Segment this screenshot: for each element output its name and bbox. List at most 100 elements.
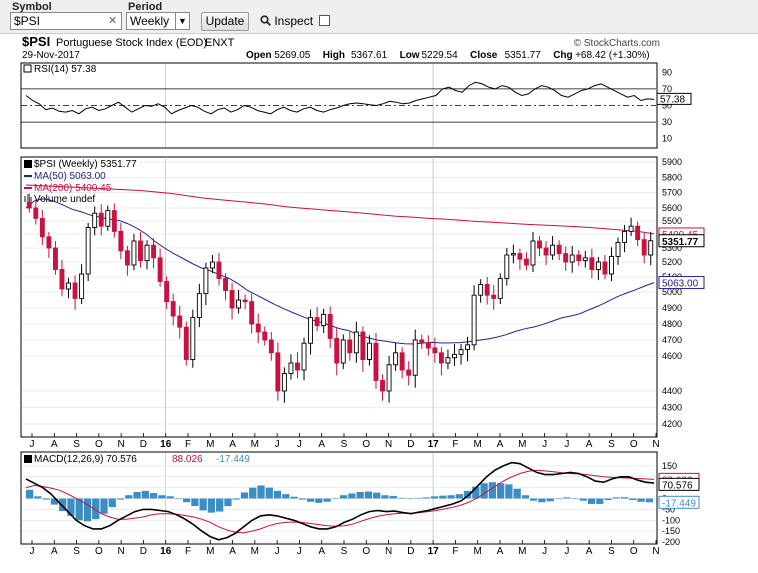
candle-body bbox=[203, 267, 209, 295]
candle bbox=[249, 293, 255, 334]
x-tick-label: M bbox=[251, 546, 259, 557]
macd-value-tags: 88.02670.576-17.449 bbox=[658, 472, 700, 509]
candle bbox=[360, 326, 366, 372]
ohlc-label: Close bbox=[470, 50, 498, 61]
candle bbox=[628, 217, 634, 237]
candle bbox=[582, 250, 588, 268]
candle bbox=[438, 347, 444, 376]
candle-body bbox=[347, 339, 353, 354]
candle bbox=[366, 335, 372, 366]
candle bbox=[465, 336, 471, 362]
x-tick-label: J bbox=[275, 439, 280, 450]
price-tick-label: 4800 bbox=[662, 319, 682, 329]
candle bbox=[537, 236, 542, 257]
candle-body bbox=[589, 257, 595, 270]
candle-body bbox=[295, 362, 300, 371]
candle-body bbox=[569, 254, 575, 263]
macd-hist-bar bbox=[356, 491, 364, 499]
x-tick-label: A bbox=[318, 439, 325, 450]
x-tick-label: N bbox=[118, 439, 125, 450]
x-tick-label: 16 bbox=[160, 546, 172, 557]
candle bbox=[432, 337, 438, 363]
candle-body bbox=[301, 342, 307, 371]
candle bbox=[373, 332, 379, 389]
candle bbox=[196, 283, 202, 328]
chevron-down-icon[interactable]: ▼ bbox=[175, 13, 189, 29]
candle-body bbox=[360, 331, 366, 360]
candle bbox=[229, 283, 235, 320]
macd-histogram bbox=[26, 482, 653, 522]
candle bbox=[124, 245, 130, 276]
candle bbox=[412, 329, 418, 388]
candle bbox=[510, 244, 516, 264]
x-tick-label: A bbox=[229, 546, 236, 557]
candle bbox=[419, 334, 425, 349]
macd-hist-bar bbox=[199, 498, 207, 511]
rsi-legend-swatch bbox=[23, 64, 32, 73]
macd-hist-bar bbox=[191, 498, 199, 507]
candle bbox=[111, 203, 117, 238]
candle bbox=[72, 275, 78, 310]
macd-hist-bar bbox=[348, 493, 356, 499]
candle-body bbox=[170, 301, 176, 317]
macd-hist-bar bbox=[505, 484, 513, 499]
candle bbox=[39, 209, 45, 246]
rsi-tick-label: 90 bbox=[662, 67, 672, 77]
x-tick-label: O bbox=[362, 546, 370, 557]
candle bbox=[635, 221, 641, 247]
candle bbox=[203, 262, 209, 305]
macd-hist-bar bbox=[447, 495, 455, 499]
candle-body bbox=[151, 244, 157, 259]
candle-body bbox=[582, 257, 588, 262]
clear-symbol-icon[interactable]: ✕ bbox=[108, 15, 118, 27]
period-select[interactable]: Weekly ▼ bbox=[126, 12, 190, 30]
candle-body bbox=[249, 301, 255, 325]
volume-legend: Volume undef bbox=[34, 194, 95, 205]
symbol-input[interactable] bbox=[10, 12, 122, 30]
update-button[interactable]: Update bbox=[201, 12, 249, 31]
ma50-value-tag-box bbox=[658, 276, 705, 290]
candle bbox=[491, 285, 497, 310]
candle-body bbox=[327, 313, 333, 339]
candle bbox=[288, 354, 294, 380]
ohlc-value: 5351.77 bbox=[505, 50, 542, 61]
macd-hist-bar bbox=[75, 498, 83, 521]
inspect-checkbox[interactable] bbox=[319, 15, 331, 26]
macd-hist-bar bbox=[216, 498, 224, 512]
macd-hist-bar bbox=[637, 498, 645, 502]
candle bbox=[497, 273, 503, 304]
macd-tick-label: -150 bbox=[662, 526, 680, 536]
candle-body bbox=[465, 344, 471, 351]
x-tick-label: N bbox=[385, 439, 392, 450]
macd-hist-bar bbox=[282, 494, 290, 499]
x-tick-label: N bbox=[652, 439, 659, 450]
inspect-toggle[interactable]: Inspect bbox=[260, 14, 331, 28]
x-tick-label: M bbox=[474, 546, 482, 557]
macd-value-tag-box bbox=[658, 477, 700, 491]
candle-body bbox=[595, 261, 601, 270]
candle bbox=[523, 252, 529, 271]
macd-hist-bar bbox=[463, 490, 472, 499]
candle-body bbox=[458, 349, 464, 355]
candle-body bbox=[183, 326, 189, 360]
x-tick-label: F bbox=[185, 546, 191, 557]
macd-hist-bar bbox=[249, 487, 257, 499]
price-frame bbox=[20, 156, 658, 438]
candle-body bbox=[334, 337, 340, 364]
price-legend: $PSI (Weekly) 5351.77 bbox=[34, 159, 137, 170]
candle bbox=[98, 204, 104, 236]
candle bbox=[314, 307, 320, 332]
macd-value-tag: 70.576 bbox=[662, 480, 693, 491]
candle-body bbox=[131, 240, 137, 266]
candle-body bbox=[419, 339, 425, 344]
macd-hist-bar bbox=[50, 498, 59, 505]
x-tick-label: O bbox=[630, 546, 638, 557]
candle bbox=[255, 313, 261, 344]
candle-body bbox=[281, 373, 287, 392]
period-label: Period bbox=[128, 1, 163, 13]
macd-tick-label: -100 bbox=[662, 515, 680, 525]
candle-body bbox=[33, 207, 39, 219]
price-tick-label: 4900 bbox=[662, 303, 682, 313]
price-tick-label: 5200 bbox=[662, 257, 682, 267]
macd-hist-bar bbox=[331, 498, 339, 499]
